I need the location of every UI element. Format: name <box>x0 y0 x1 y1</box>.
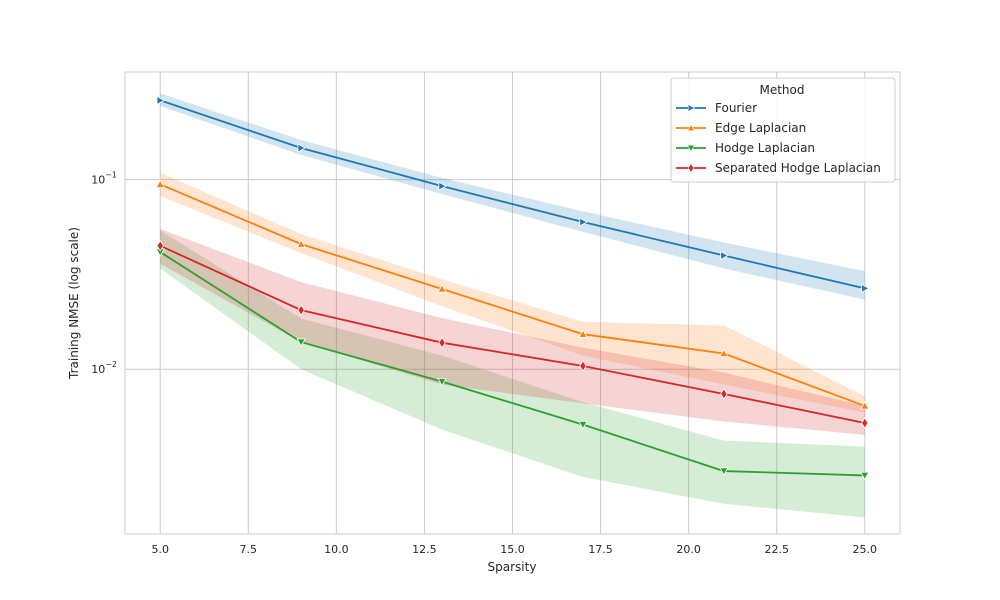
separated-hodge-laplacian-marker <box>861 417 869 429</box>
legend-swatch-marker <box>686 123 696 132</box>
x-tick-label: 20.0 <box>676 543 701 556</box>
separated-hodge-laplacian-marker <box>156 240 164 252</box>
edge-laplacian-marker <box>578 329 588 338</box>
edge-laplacian-band <box>160 172 865 413</box>
hodge-laplacian-marker <box>296 338 306 347</box>
legend-swatch-marker <box>686 144 696 153</box>
fourier-line <box>159 99 865 290</box>
edge-laplacian-marker <box>437 284 447 293</box>
y-tick-label: 10−2 <box>91 360 117 376</box>
x-tick-label: 25.0 <box>853 543 878 556</box>
x-tick-labels: 5.0 7.5 10.0 12.5 15.0 17.5 20.0 22.5 25.0 <box>151 543 877 556</box>
x-tick-label: 12.5 <box>412 543 437 556</box>
separated-hodge-laplacian-marker <box>438 336 446 349</box>
x-tick-label: 7.5 <box>240 543 258 556</box>
separated-hodge-laplacian-marker <box>579 360 587 372</box>
fourier-marker <box>579 217 588 227</box>
hodge-laplacian-marker <box>860 471 870 481</box>
y-tick-label: 10−1 <box>91 171 117 187</box>
separated-hodge-laplacian-line <box>159 244 865 424</box>
hodge-laplacian-line <box>159 251 865 477</box>
legend-box <box>670 77 896 183</box>
separated-hodge-laplacian-marker <box>720 388 728 400</box>
edge-laplacian-marker <box>719 348 729 358</box>
legend-label: Edge Laplacian <box>715 121 806 135</box>
fourier-marker <box>156 95 166 106</box>
legend-label: Hodge Laplacian <box>715 141 815 155</box>
x-tick-label: 17.5 <box>588 543 613 556</box>
hodge-laplacian-band <box>160 230 865 518</box>
fourier-marker <box>297 143 306 153</box>
legend-item-fourier: Fourier <box>676 101 757 115</box>
legend-entries: Fourier Edge Laplacian Hodge Laplacian Sepa… <box>676 101 881 175</box>
x-tick-label: 15.0 <box>500 543 525 556</box>
x-tick-label: 10.0 <box>324 543 349 556</box>
legend-item-edge-laplacian: Edge Laplacian <box>676 121 806 135</box>
legend: Method Fourier Edge Laplacian Hodge Laplac… <box>670 77 896 183</box>
hodge-laplacian-marker <box>437 378 447 387</box>
y-axis-label: Training NMSE (log scale) <box>67 227 81 380</box>
edge-laplacian-marker <box>860 401 870 410</box>
edge-laplacian-line <box>159 183 866 407</box>
legend-item-separated-hodge-laplacian: Separated Hodge Laplacian <box>676 161 881 175</box>
x-tick-label: 5.0 <box>151 543 169 556</box>
legend-label: Separated Hodge Laplacian <box>715 161 881 175</box>
series-markers <box>155 95 870 481</box>
x-axis-label: Sparsity <box>488 560 537 574</box>
fourier-marker <box>861 283 870 294</box>
fourier-marker <box>438 181 447 191</box>
legend-swatch-marker <box>687 163 695 173</box>
series-lines <box>159 99 866 477</box>
fourier-marker <box>720 250 729 261</box>
legend-label: Fourier <box>715 101 757 115</box>
y-tick-labels: 10−2 10−1 <box>91 171 117 377</box>
legend-swatch-marker <box>687 103 696 113</box>
plot-frame <box>124 71 901 535</box>
edge-laplacian-marker <box>296 239 306 248</box>
hodge-laplacian-marker <box>719 467 729 476</box>
separated-hodge-laplacian-band <box>160 228 865 435</box>
x-tick-label: 22.5 <box>764 543 789 556</box>
legend-title: Method <box>759 83 804 97</box>
hodge-laplacian-marker <box>578 421 588 430</box>
legend-item-hodge-laplacian: Hodge Laplacian <box>676 141 815 155</box>
separated-hodge-laplacian-marker <box>297 304 305 316</box>
edge-laplacian-marker <box>155 179 165 188</box>
